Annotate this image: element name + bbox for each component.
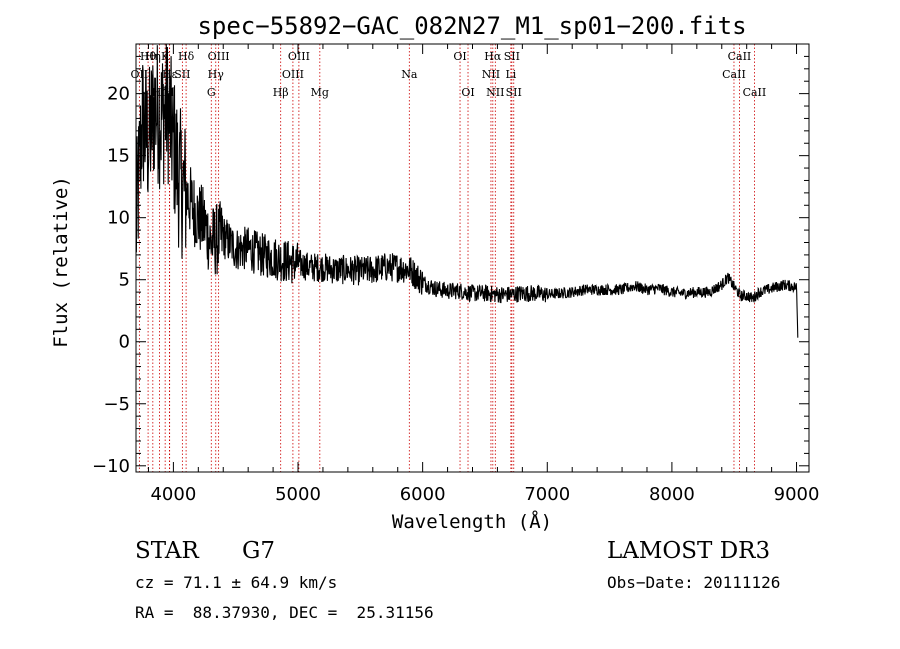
observation-date: Obs−Date: 20111126 — [607, 573, 781, 592]
survey-name: LAMOST DR3 — [607, 538, 771, 564]
y-tick-label: 20 — [107, 84, 130, 105]
line-marker-label: Li — [505, 68, 516, 81]
line-marker-label: NII — [486, 86, 504, 99]
line-marker-label: OII — [131, 68, 149, 81]
line-marker-label: SII — [504, 50, 520, 63]
object-class: STAR — [135, 538, 199, 564]
x-axis: 4000 5000 6000 7000 8000 9000 — [147, 44, 820, 505]
line-marker-label: OIII — [208, 50, 230, 63]
spectrum-line — [135, 43, 799, 338]
y-tick-label: −5 — [103, 394, 130, 415]
y-tick-label: 0 — [119, 332, 130, 353]
line-marker-label: CaII — [728, 50, 752, 63]
line-marker-label: Mg — [311, 86, 329, 99]
redshift-cz: cz = 71.1 ± 64.9 km/s — [135, 573, 338, 592]
x-tick-label: 8000 — [649, 484, 695, 505]
line-marker-label: K — [161, 50, 170, 63]
x-axis-label: Wavelength (Å) — [392, 510, 552, 533]
line-marker-label: Hα — [484, 50, 502, 63]
line-marker-label: CaII — [722, 68, 746, 81]
x-tick-label: 6000 — [400, 484, 446, 505]
line-marker-label: Hθ — [140, 50, 157, 63]
x-tick-label: 9000 — [774, 484, 820, 505]
line-marker-label: Na — [401, 68, 418, 81]
ra-dec-coordinates: RA = 88.37930, DEC = 25.31156 — [135, 603, 434, 622]
y-axis: −10 −5 0 5 10 15 20 — [92, 43, 809, 477]
line-marker-label: OI — [461, 86, 474, 99]
y-axis-label: Flux (relative) — [50, 176, 72, 348]
line-marker-label: OIII — [288, 50, 310, 63]
line-marker-label: NII — [482, 68, 500, 81]
line-marker-label: SII — [174, 68, 190, 81]
y-tick-label: 15 — [107, 146, 130, 167]
line-marker-label: Hδ — [178, 50, 195, 63]
line-marker-label: CaII — [743, 86, 767, 99]
object-subclass: G7 — [242, 538, 276, 564]
y-tick-label: 5 — [119, 270, 130, 291]
x-tick-label: 7000 — [524, 484, 570, 505]
x-tick-label: 4000 — [150, 484, 196, 505]
line-marker-label: Hγ — [208, 68, 225, 81]
line-marker-label: OIII — [282, 68, 304, 81]
chart-title: spec−55892−GAC_082N27_M1_sp01−200.fits — [197, 12, 746, 40]
line-marker-label: OI — [453, 50, 466, 63]
line-marker-label: SII — [506, 86, 522, 99]
y-tick-label: 10 — [107, 208, 130, 229]
line-marker-label: Hβ — [273, 86, 289, 99]
y-tick-label: −10 — [92, 456, 130, 477]
line-marker-label: G — [207, 86, 216, 99]
x-tick-label: 5000 — [275, 484, 321, 505]
